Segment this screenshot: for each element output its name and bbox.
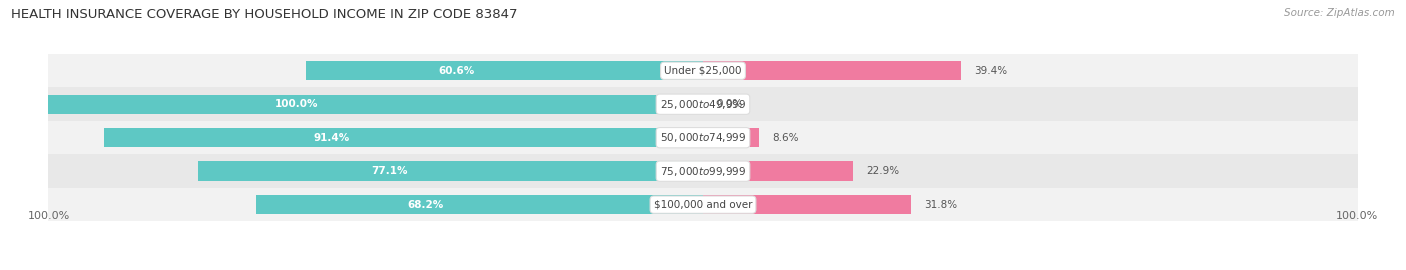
Bar: [703, 61, 962, 80]
Text: $25,000 to $49,999: $25,000 to $49,999: [659, 98, 747, 111]
Text: 60.6%: 60.6%: [439, 66, 475, 76]
Text: 8.6%: 8.6%: [772, 133, 799, 143]
Text: $75,000 to $99,999: $75,000 to $99,999: [659, 165, 747, 178]
Text: 0.0%: 0.0%: [716, 99, 742, 109]
Bar: [256, 195, 703, 214]
Text: HEALTH INSURANCE COVERAGE BY HOUSEHOLD INCOME IN ZIP CODE 83847: HEALTH INSURANCE COVERAGE BY HOUSEHOLD I…: [11, 8, 517, 21]
Bar: [48, 121, 1358, 154]
Text: 39.4%: 39.4%: [974, 66, 1007, 76]
Text: Source: ZipAtlas.com: Source: ZipAtlas.com: [1284, 8, 1395, 18]
Bar: [198, 161, 703, 181]
Bar: [48, 87, 1358, 121]
Text: $100,000 and over: $100,000 and over: [654, 200, 752, 210]
Bar: [104, 128, 703, 147]
Text: 91.4%: 91.4%: [314, 133, 350, 143]
Text: Under $25,000: Under $25,000: [664, 66, 742, 76]
Bar: [703, 128, 759, 147]
Bar: [48, 54, 1358, 87]
Text: 22.9%: 22.9%: [866, 166, 900, 176]
Text: 100.0%: 100.0%: [28, 211, 70, 221]
Bar: [703, 195, 911, 214]
Bar: [48, 94, 703, 114]
Text: $50,000 to $74,999: $50,000 to $74,999: [659, 131, 747, 144]
Bar: [703, 161, 853, 181]
Text: 100.0%: 100.0%: [276, 99, 319, 109]
Text: 68.2%: 68.2%: [408, 200, 444, 210]
Bar: [48, 188, 1358, 221]
Bar: [48, 154, 1358, 188]
Bar: [307, 61, 703, 80]
Text: 77.1%: 77.1%: [371, 166, 408, 176]
Text: 100.0%: 100.0%: [1336, 211, 1378, 221]
Text: 31.8%: 31.8%: [925, 200, 957, 210]
